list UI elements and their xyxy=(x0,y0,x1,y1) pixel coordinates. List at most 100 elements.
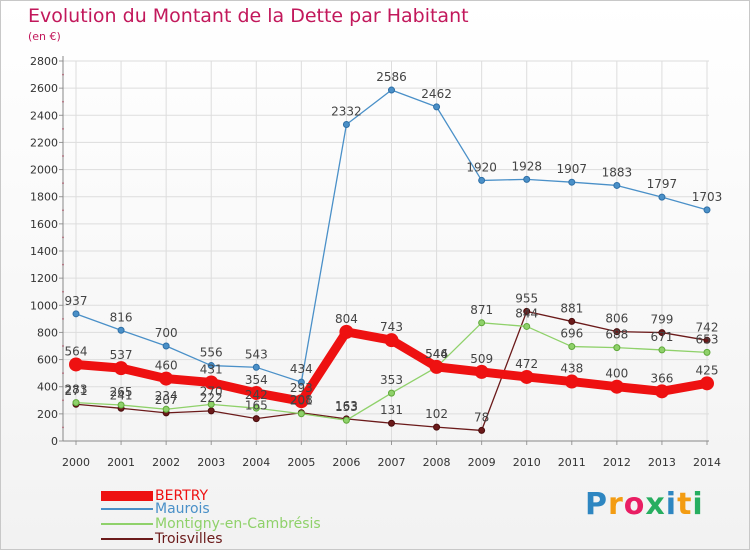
proxiti-logo: Proxiti xyxy=(585,487,704,522)
legend-swatch-troisvilles xyxy=(101,538,153,540)
data-point-montigny-en-cambr-sis xyxy=(568,343,576,351)
data-point-bertry xyxy=(609,379,624,394)
chart-title: Evolution du Montant de la Dette par Hab… xyxy=(28,5,469,27)
y-tick-label: 2600 xyxy=(30,82,58,95)
y-tick-label: 800 xyxy=(37,326,58,339)
data-label-montigny-en-cambr-sis: 844 xyxy=(515,306,538,320)
data-label-maurois: 2586 xyxy=(376,70,407,84)
data-point-maurois xyxy=(207,362,215,370)
chart-unit-label: (en €) xyxy=(28,30,61,43)
data-label-troisvilles: 102 xyxy=(425,407,448,421)
data-point-troisvilles xyxy=(658,329,666,337)
data-label-bertry: 425 xyxy=(696,363,719,377)
data-label-maurois: 1703 xyxy=(692,190,723,204)
legend-item-montigny: Montigny-en-Cambrésis xyxy=(101,516,401,532)
data-label-maurois: 434 xyxy=(290,362,313,376)
data-point-bertry xyxy=(294,394,309,409)
data-point-maurois xyxy=(658,193,666,201)
data-point-bertry xyxy=(429,359,444,374)
data-label-troisvilles: 131 xyxy=(380,403,403,417)
data-label-troisvilles: 78 xyxy=(474,410,489,424)
data-label-bertry: 537 xyxy=(110,348,133,362)
data-label-troisvilles: 207 xyxy=(155,393,178,407)
data-point-bertry xyxy=(654,384,669,399)
y-tick-label: 2400 xyxy=(30,109,58,122)
data-label-montigny-en-cambr-sis: 283 xyxy=(65,383,88,397)
legend-label-bertry: BERTRY xyxy=(155,488,209,504)
data-label-bertry: 366 xyxy=(650,371,673,385)
y-tick-label: 200 xyxy=(37,408,58,421)
y-tick-label: 1600 xyxy=(30,218,58,231)
data-label-bertry: 400 xyxy=(605,367,628,381)
y-tick-label: 1400 xyxy=(30,245,58,258)
y-tick-label: 600 xyxy=(37,354,58,367)
data-point-bertry xyxy=(564,374,579,389)
data-point-montigny-en-cambr-sis xyxy=(388,389,395,397)
data-label-maurois: 1907 xyxy=(557,162,588,176)
data-label-bertry: 431 xyxy=(200,363,223,377)
data-label-bertry: 564 xyxy=(65,344,88,358)
legend-item-bertry: BERTRY xyxy=(101,488,401,504)
data-label-troisvilles: 241 xyxy=(110,388,133,402)
data-label-montigny-en-cambr-sis: 153 xyxy=(335,400,358,414)
data-label-montigny-en-cambr-sis: 201 xyxy=(290,394,313,408)
x-tick-label: 2009 xyxy=(468,456,496,469)
data-point-maurois xyxy=(252,363,260,371)
data-label-montigny-en-cambr-sis: 265 xyxy=(110,385,133,399)
data-label-troisvilles: 208 xyxy=(290,393,313,407)
x-tick-label: 2010 xyxy=(513,456,541,469)
data-label-troisvilles: 163 xyxy=(335,399,358,413)
x-tick-label: 2003 xyxy=(197,456,225,469)
data-point-montigny-en-cambr-sis xyxy=(658,346,666,354)
data-point-troisvilles xyxy=(207,407,215,415)
data-label-montigny-en-cambr-sis: 871 xyxy=(470,303,493,317)
data-label-maurois: 1883 xyxy=(602,165,633,179)
data-point-troisvilles xyxy=(523,307,531,315)
data-label-maurois: 556 xyxy=(200,346,223,360)
y-tick-label: 2200 xyxy=(30,136,58,149)
data-label-troisvilles: 165 xyxy=(245,399,268,413)
data-label-maurois: 2462 xyxy=(421,87,452,101)
data-label-maurois: 937 xyxy=(65,294,88,308)
y-tick-label: 1200 xyxy=(30,272,58,285)
x-tick-label: 2005 xyxy=(287,456,315,469)
data-label-maurois: 543 xyxy=(245,347,268,361)
data-point-maurois xyxy=(703,206,711,214)
x-tick-label: 2013 xyxy=(648,456,676,469)
data-point-montigny-en-cambr-sis xyxy=(207,400,215,408)
y-tick-label: 1800 xyxy=(30,191,58,204)
data-label-troisvilles: 881 xyxy=(560,301,583,315)
data-point-montigny-en-cambr-sis xyxy=(72,399,80,407)
legend-item-troisvilles: Troisvilles xyxy=(101,531,401,547)
legend-label-maurois: Maurois xyxy=(155,501,210,517)
data-label-bertry: 438 xyxy=(560,362,583,376)
data-label-maurois: 816 xyxy=(110,310,133,324)
data-label-bertry: 460 xyxy=(155,359,178,373)
data-point-bertry xyxy=(384,333,399,348)
legend-label-montigny: Montigny-en-Cambrésis xyxy=(155,516,321,532)
data-point-troisvilles xyxy=(388,419,395,427)
data-label-montigny-en-cambr-sis: 696 xyxy=(560,327,583,341)
legend-label-troisvilles: Troisvilles xyxy=(155,531,223,547)
data-point-montigny-en-cambr-sis xyxy=(613,344,621,352)
data-point-bertry xyxy=(700,376,714,391)
data-label-maurois: 1797 xyxy=(647,177,678,191)
y-tick-label: 400 xyxy=(37,381,58,394)
data-label-maurois: 2332 xyxy=(331,105,362,119)
data-point-bertry xyxy=(204,375,219,390)
x-tick-label: 2012 xyxy=(603,456,631,469)
data-label-maurois: 1928 xyxy=(511,159,542,173)
data-label-troisvilles: 955 xyxy=(515,291,538,305)
data-point-troisvilles xyxy=(433,423,441,431)
data-label-montigny-en-cambr-sis: 544 xyxy=(425,347,448,361)
data-point-troisvilles xyxy=(478,426,486,434)
data-label-bertry: 472 xyxy=(515,357,538,371)
legend-item-maurois: Maurois xyxy=(101,501,401,517)
data-point-maurois xyxy=(297,378,305,386)
x-tick-label: 2001 xyxy=(107,456,135,469)
x-tick-label: 2011 xyxy=(558,456,586,469)
legend-swatch-maurois xyxy=(101,508,153,510)
data-point-maurois xyxy=(388,86,395,94)
data-point-maurois xyxy=(613,181,621,189)
